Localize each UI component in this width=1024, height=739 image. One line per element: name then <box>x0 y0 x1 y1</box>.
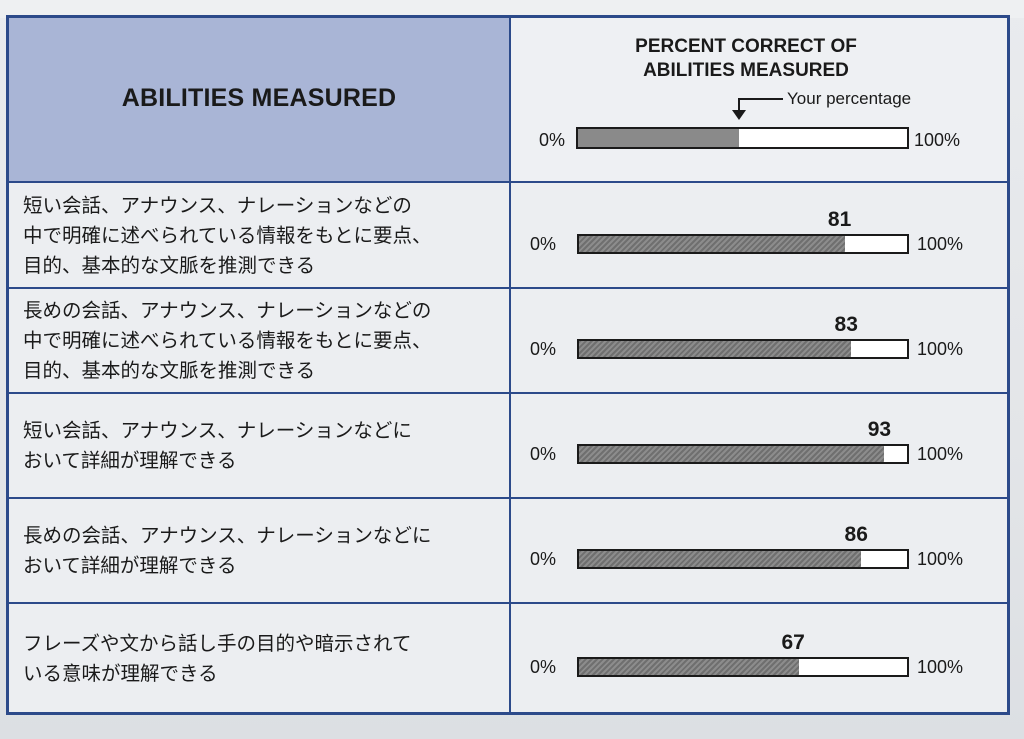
percent-bar <box>577 443 909 464</box>
max-percent-label: 100% <box>917 338 964 359</box>
score-value: 86 <box>844 522 868 546</box>
pointer-stem <box>738 98 740 112</box>
ability-description-line: 目的、基本的な文脈を推測できる <box>23 253 316 277</box>
max-percent-label: 100% <box>917 233 964 254</box>
row-divider <box>9 497 1007 499</box>
percent-bar-fill <box>579 659 799 675</box>
percent-heading-line-1: PERCENT CORRECT OF <box>635 36 857 57</box>
percent-bar-fill <box>579 445 885 462</box>
pointer-line <box>739 98 783 100</box>
max-percent-label: 100% <box>917 657 964 677</box>
legend-bar-fill <box>578 129 740 147</box>
score-value: 93 <box>867 417 892 441</box>
percent-bar-fill <box>579 550 862 567</box>
abilities-table: ABILITIES MEASURED PERCENT CORRECT OF AB… <box>6 15 1010 715</box>
legend-min-label: 0% <box>539 130 566 150</box>
ability-description: 長めの会話、アナウンス、ナレーションなどの 中で明確に述べられている情報をもとに要… <box>23 296 503 386</box>
score-value: 81 <box>827 207 852 231</box>
percent-bar-fill <box>579 340 852 357</box>
max-percent-label: 100% <box>917 548 964 569</box>
percent-bar <box>577 548 909 569</box>
paper-top-margin <box>0 0 1024 18</box>
percent-heading-line-2: ABILITIES MEASURED <box>643 60 849 81</box>
percent-bar <box>577 233 909 254</box>
min-percent-label: 0% <box>530 548 557 569</box>
abilities-measured-heading: ABILITIES MEASURED <box>121 84 397 112</box>
abilities-header-cell <box>9 18 509 183</box>
ability-description-line: 短い会話、アナウンス、ナレーションなどの <box>23 193 412 217</box>
ability-description: 短い会話、アナウンス、ナレーションなどに おいて詳細が理解できる <box>23 416 503 476</box>
max-percent-label: 100% <box>917 443 964 464</box>
legend-max-label: 100% <box>914 130 961 150</box>
score-value: 83 <box>834 312 858 336</box>
ability-description: 長めの会話、アナウンス、ナレーションなどに おいて詳細が理解できる <box>23 521 503 581</box>
min-percent-label: 0% <box>530 657 557 677</box>
row-divider <box>9 287 1007 289</box>
legend-bar <box>576 127 909 149</box>
min-percent-label: 0% <box>530 338 557 359</box>
ability-description-line: 長めの会話、アナウンス、ナレーションなどに <box>23 523 432 547</box>
ability-description-line: 長めの会話、アナウンス、ナレーションなどの <box>23 298 432 322</box>
ability-description-line: 目的、基本的な文脈を推測できる <box>23 358 316 382</box>
column-divider <box>509 18 511 712</box>
ability-description-line: 中で明確に述べられている情報をもとに要点、 <box>23 328 432 352</box>
percent-bar <box>577 338 909 359</box>
down-arrow-icon <box>732 110 746 120</box>
percent-bar <box>577 657 909 677</box>
row-divider <box>9 392 1007 394</box>
percent-bar-fill <box>579 235 845 252</box>
your-percentage-label: Your percentage <box>787 89 912 108</box>
ability-description-line: おいて詳細が理解できる <box>23 448 237 472</box>
ability-description: フレーズや文から話し手の目的や暗示されて いる意味が理解できる <box>23 629 503 689</box>
ability-description: 短い会話、アナウンス、ナレーションなどの 中で明確に述べられている情報をもとに要点… <box>23 191 503 281</box>
row-divider <box>9 602 1007 604</box>
ability-description-line: 中で明確に述べられている情報をもとに要点、 <box>23 223 432 247</box>
ability-description-line: いる意味が理解できる <box>23 662 218 685</box>
percent-header-cell <box>511 18 1007 183</box>
score-value: 67 <box>781 631 805 654</box>
ability-description-line: おいて詳細が理解できる <box>23 553 237 577</box>
ability-description-line: フレーズや文から話し手の目的や暗示されて <box>23 632 412 655</box>
header-divider <box>9 181 1007 183</box>
min-percent-label: 0% <box>530 233 557 254</box>
percent-correct-heading: PERCENT CORRECT OF ABILITIES MEASURED <box>511 35 981 83</box>
min-percent-label: 0% <box>530 443 557 464</box>
ability-description-line: 短い会話、アナウンス、ナレーションなどに <box>23 418 412 442</box>
